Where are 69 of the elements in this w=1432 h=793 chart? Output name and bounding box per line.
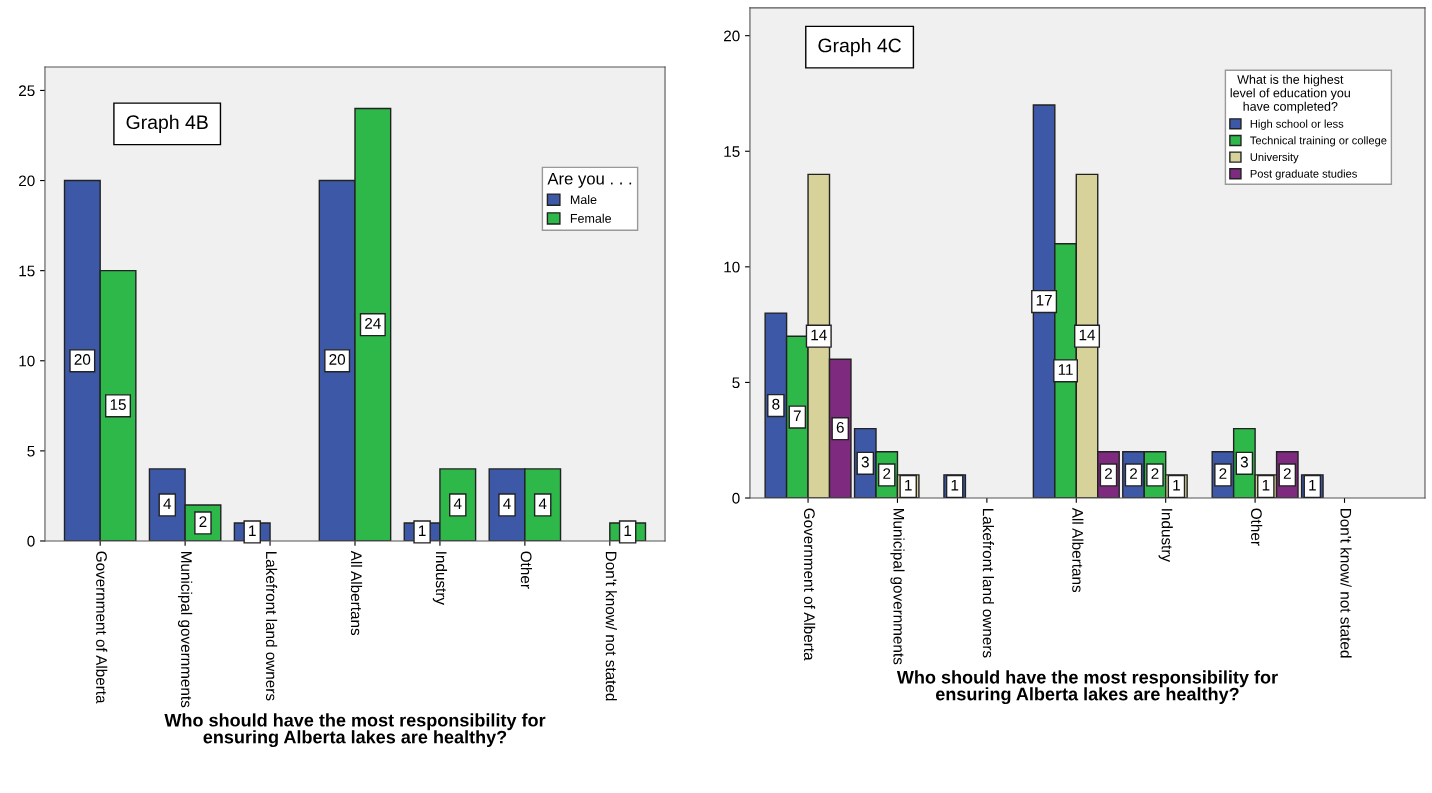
x-tick-label: Other	[1251, 508, 1263, 546]
data-label: 1	[1309, 479, 1316, 491]
annotation: Graph 4C	[818, 38, 901, 57]
data-label: 24	[365, 318, 381, 329]
y-tick-label: 0	[732, 492, 740, 504]
x-tick-label: Municipal governments	[177, 551, 193, 708]
data-label: 2	[1283, 468, 1291, 479]
data-label: 4	[503, 498, 511, 509]
data-label: 6	[836, 421, 844, 433]
y-tick-label: 5	[732, 377, 740, 389]
data-label: 3	[1240, 456, 1248, 468]
x-axis-title: Who should have the most responsibility for ensuring Alberta lakes are healthy?	[164, 713, 546, 748]
data-label: 4	[163, 498, 172, 509]
x-tick-label: Government of Alberta	[96, 551, 108, 704]
y-tick-label: 20	[723, 30, 740, 42]
legend-title: What is the highest level of education you have completed?	[1230, 74, 1350, 114]
data-label: 1	[1262, 479, 1270, 491]
x-tick-label: Don't know/ not stated	[1340, 508, 1352, 658]
data-label: 14	[1079, 329, 1096, 341]
data-label: 2	[1130, 468, 1137, 479]
y-tick-label: 15	[724, 146, 740, 157]
data-label: 1	[951, 479, 959, 491]
y-tick-label: 10	[19, 355, 35, 367]
legend-title: Are you . . .	[547, 172, 632, 188]
legend-label: University	[1250, 152, 1299, 164]
data-label: 2	[883, 468, 891, 479]
x-tick-label: Industry	[1158, 509, 1173, 563]
x-axis-title: Who should have the most responsibility for ensuring Alberta lakes are healthy?	[896, 670, 1278, 705]
x-tick-label: Other	[520, 551, 532, 589]
data-label: 15	[110, 399, 126, 410]
legend-label: Female	[570, 213, 612, 223]
data-label: 2	[1104, 468, 1112, 479]
x-tick-label: All Albertans	[1072, 507, 1084, 593]
y-tick-label: 20	[19, 175, 35, 187]
data-label: 1	[419, 525, 426, 536]
data-label: 20	[74, 354, 91, 365]
legend-label: Technical training or college	[1250, 136, 1387, 147]
data-label: 14	[811, 329, 827, 341]
x-tick-label: Municipal governments	[890, 508, 905, 665]
annotation: Graph 4B	[126, 114, 208, 133]
x-tick-label: Lakefront land owners	[982, 508, 994, 658]
data-label: 2	[1219, 468, 1227, 479]
data-label: 8	[772, 398, 780, 410]
y-tick-label: 0	[27, 535, 35, 547]
data-label: 3	[861, 456, 869, 468]
x-tick-label: Industry	[432, 552, 448, 606]
legend-label: Male	[570, 194, 597, 205]
y-tick-label: 5	[27, 445, 35, 457]
legend-label: High school or less	[1250, 119, 1344, 130]
data-label: 11	[1058, 364, 1073, 375]
x-tick-label: Government of Alberta	[803, 508, 816, 661]
data-label: 4	[538, 498, 547, 509]
data-label: 7	[793, 410, 801, 422]
x-tick-label: Don't know/ not stated	[605, 551, 617, 701]
data-label: 1	[1173, 479, 1180, 491]
y-tick-label: 15	[19, 265, 35, 277]
data-label: 1	[905, 479, 912, 491]
data-label: 1	[624, 525, 632, 536]
data-label: 1	[249, 525, 256, 536]
data-label: 2	[1151, 468, 1159, 479]
data-label: 2	[199, 516, 207, 527]
data-label: 17	[1036, 294, 1052, 306]
data-label: 20	[329, 354, 346, 365]
x-tick-label: Lakefront land owners	[265, 551, 278, 701]
y-tick-label: 25	[19, 85, 35, 97]
y-tick-label: 10	[724, 261, 740, 273]
x-tick-label: All Albertans	[350, 550, 363, 636]
data-label: 4	[453, 498, 462, 509]
legend-label: Post graduate studies	[1250, 169, 1357, 180]
